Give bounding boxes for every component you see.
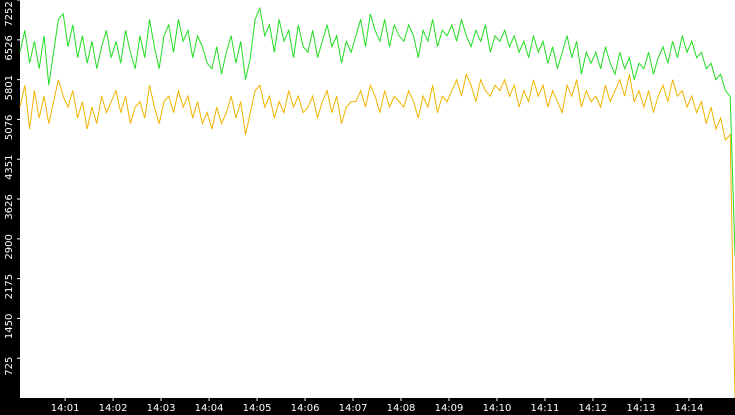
y-tick-label: 2175 (4, 274, 15, 299)
y-tick-label: 5801 (4, 75, 15, 100)
y-tick-label: 3626 (4, 194, 15, 219)
x-tick-label: 14:03 (147, 403, 176, 414)
y-tick-label: 6526 (4, 35, 15, 60)
y-tick-label: 725 (4, 357, 15, 376)
y-tick-label: 7252 (4, 1, 15, 26)
x-tick-label: 14:05 (243, 403, 272, 414)
series-line (19, 72, 735, 399)
x-tick-label: 14:12 (579, 403, 608, 414)
y-tick-label: 4351 (4, 154, 15, 179)
x-tick-label: 14:14 (675, 403, 704, 414)
x-tick-label: 14:10 (483, 403, 512, 414)
x-tick-label: 14:04 (195, 403, 224, 414)
x-tick-label: 14:13 (627, 403, 656, 414)
x-tick-label: 14:02 (99, 403, 128, 414)
x-tick-label: 14:06 (291, 403, 320, 414)
x-tick-label: 14:07 (339, 403, 368, 414)
y-tick-label: 2900 (4, 234, 15, 259)
x-tick-label: 14:11 (531, 403, 560, 414)
y-axis-band (0, 0, 20, 415)
x-tick-label: 14:01 (51, 403, 80, 414)
y-tick-label: 5076 (4, 115, 15, 140)
series-line (19, 6, 735, 256)
y-tick-label: 1450 (4, 314, 15, 339)
x-axis-band (0, 398, 735, 415)
x-tick-label: 14:08 (387, 403, 416, 414)
x-tick-label: 14:09 (435, 403, 464, 414)
